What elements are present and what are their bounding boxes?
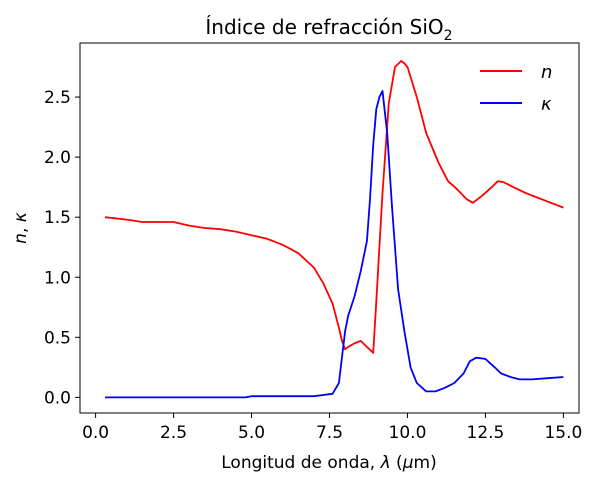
x-tick-label: 15.0 [544,423,582,443]
legend-label-k: κ [541,94,552,115]
legend: n κ [480,62,552,115]
legend-label-n: n [541,62,552,83]
y-axis-ticks: 0.0 0.5 1.0 1.5 2.0 2.5 [44,88,80,408]
plot-area [79,42,580,414]
x-tick-label: 12.5 [467,423,505,443]
y-tick-label: 0.0 [44,388,71,408]
series-lines [104,60,564,399]
x-axis-label: Longitud de onda, λ (μm) [221,453,436,473]
y-axis-label: n, κ [11,212,31,244]
series-line-k [105,90,564,399]
y-tick-label: 0.5 [44,328,71,348]
x-tick-label: 0.0 [82,423,109,443]
plot-frame [79,42,580,414]
x-tick-label: 10.0 [389,423,427,443]
chart-title: Índice de refracción SiO2 [205,15,452,44]
x-tick-label: 7.5 [316,423,343,443]
y-tick-label: 1.5 [44,208,71,228]
x-tick-label: 5.0 [238,423,265,443]
x-axis-ticks: 0.0 2.5 5.0 7.5 10.0 12.5 15.0 [82,413,582,443]
y-tick-label: 1.0 [44,268,71,288]
x-tick-label: 2.5 [160,423,187,443]
series-line-n [104,60,564,354]
y-tick-label: 2.5 [44,88,71,108]
y-tick-label: 2.0 [44,148,71,168]
